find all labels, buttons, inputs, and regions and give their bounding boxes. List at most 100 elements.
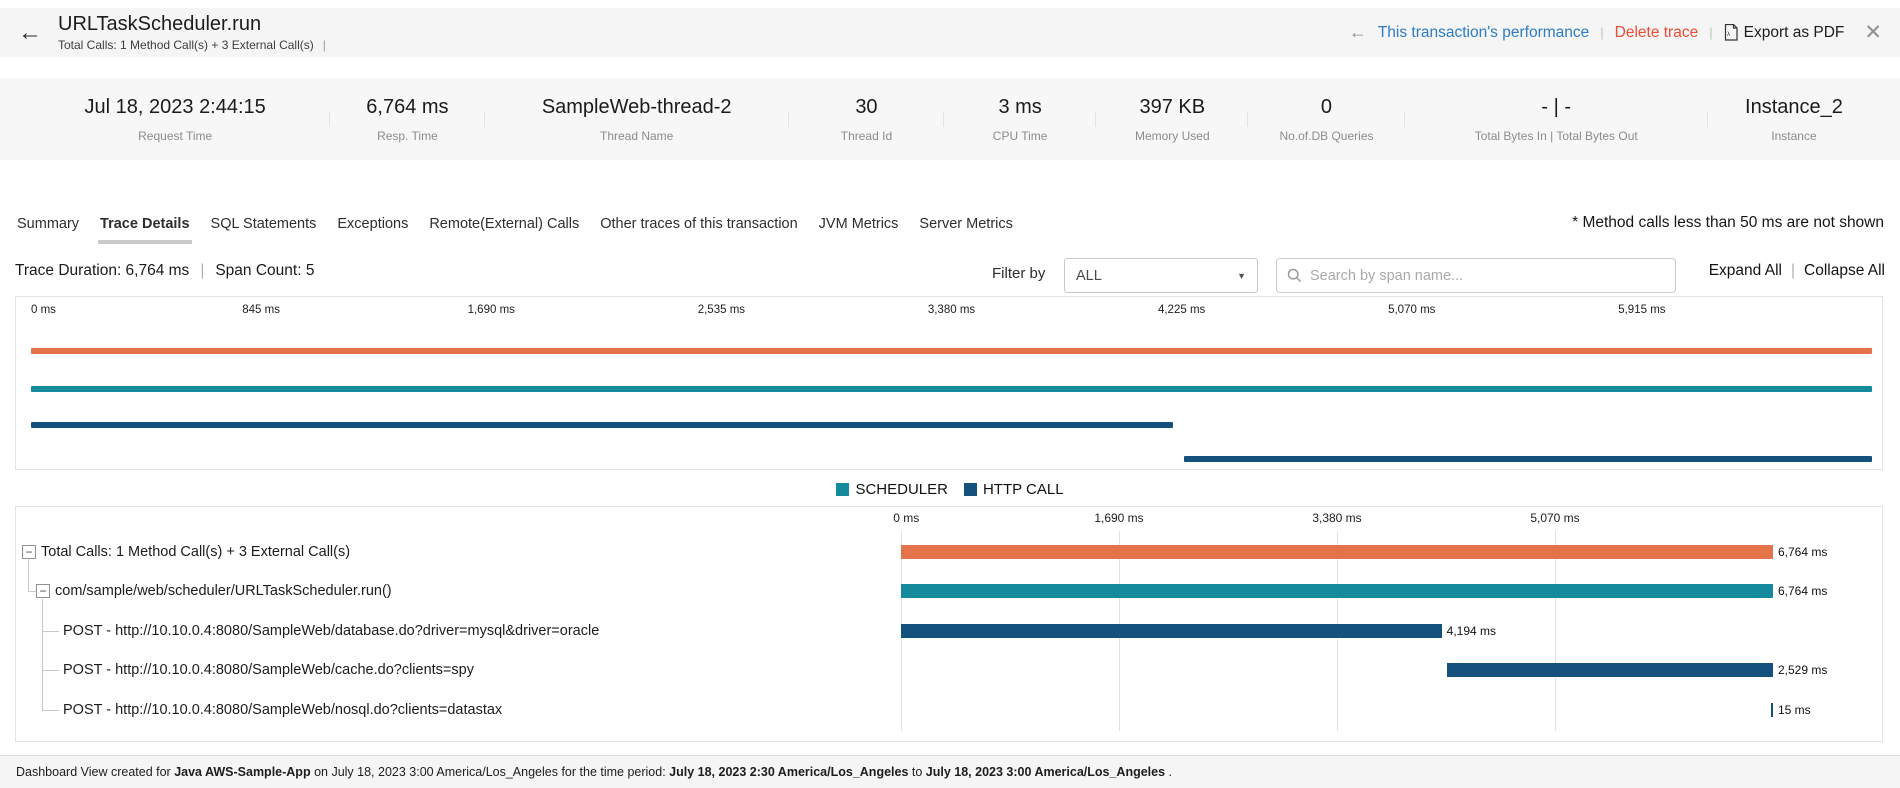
- span-row-http-nosql[interactable]: POST - http://10.10.0.4:8080/SampleWeb/n…: [16, 690, 1882, 730]
- span-duration-bar: [1183, 456, 1872, 462]
- filter-dropdown[interactable]: ALL ▼: [1064, 258, 1258, 293]
- stat-value: Instance_2: [1745, 95, 1843, 118]
- collapse-expander-icon[interactable]: −: [36, 584, 50, 599]
- separator: |: [200, 262, 205, 279]
- axis-tick: 4,225 ms: [1157, 304, 1206, 316]
- span-duration-bar: [31, 422, 1173, 428]
- span-name: com/sample/web/scheduler/URLTaskSchedule…: [55, 583, 392, 600]
- legend-item-http-call: HTTP CALL: [963, 480, 1064, 498]
- tree-connector: [28, 591, 36, 592]
- tree-cell: POST - http://10.10.0.4:8080/SampleWeb/n…: [16, 690, 896, 730]
- footer-mid: on July 18, 2023 3:00 America/Los_Angele…: [310, 765, 670, 779]
- stat-instance: Instance_2 Instance: [1708, 96, 1880, 143]
- span-duration-bar[interactable]: [1771, 702, 1774, 717]
- span-name: Total Calls: 1 Method Call(s) + 3 Extern…: [41, 543, 351, 560]
- tree-connector: [42, 670, 59, 671]
- expand-all-link[interactable]: Expand All: [1708, 262, 1782, 279]
- method-calls-note: * Method calls less than 50 ms are not s…: [1572, 214, 1884, 231]
- collapse-expander-icon[interactable]: −: [22, 544, 36, 559]
- tab-other-traces[interactable]: Other traces of this transaction: [600, 215, 798, 232]
- footer-suffix: .: [1165, 765, 1173, 779]
- trace-duration: Trace Duration: 6,764 ms: [15, 262, 190, 279]
- waterfall-row-http-2: [31, 456, 1872, 462]
- tab-bar: Summary Trace Details SQL Statements Exc…: [0, 208, 1900, 244]
- span-duration-bar[interactable]: [901, 544, 1773, 559]
- span-duration-bar[interactable]: [1446, 663, 1773, 678]
- span-duration-bar: [31, 348, 1872, 354]
- tree-cell: POST - http://10.10.0.4:8080/SampleWeb/c…: [16, 651, 896, 691]
- close-icon[interactable]: ✕: [1864, 21, 1882, 44]
- span-duration-value: 6,764 ms: [1778, 544, 1828, 559]
- tab-jvm-metrics[interactable]: JVM Metrics: [818, 215, 899, 232]
- legend-item-scheduler: SCHEDULER: [836, 481, 948, 498]
- dashboard-footer: Dashboard View created for Java AWS-Samp…: [0, 755, 1900, 788]
- gantt-track: 15 ms: [901, 690, 1811, 730]
- stat-label: No.of.DB Queries: [1279, 128, 1374, 143]
- span-search: [1276, 258, 1676, 293]
- axis-tick: 845 ms: [242, 304, 280, 316]
- stat-request-time: Jul 18, 2023 2:44:15 Request Time: [20, 95, 331, 143]
- tree-cell: − com/sample/web/scheduler/URLTaskSchedu…: [16, 572, 896, 612]
- search-input[interactable]: [1310, 267, 1665, 284]
- axis-tick: 1,690 ms: [1094, 511, 1144, 525]
- tree-connector: [42, 710, 59, 711]
- stat-value: - | -: [1541, 95, 1572, 118]
- footer-prefix: Dashboard View created for: [16, 765, 175, 779]
- export-pdf-button[interactable]: λ Export as PDF: [1724, 23, 1845, 42]
- span-row-scheduler[interactable]: − com/sample/web/scheduler/URLTaskSchedu…: [16, 572, 1882, 612]
- back-icon[interactable]: ←: [18, 18, 42, 46]
- axis-tick: 3,380 ms: [1312, 511, 1362, 525]
- axis-tick: 5,070 ms: [1388, 304, 1436, 316]
- delete-trace-link[interactable]: Delete trace: [1614, 23, 1699, 41]
- separator: |: [1600, 25, 1604, 40]
- waterfall-row-http-1: [31, 422, 1872, 428]
- legend-label: SCHEDULER: [855, 480, 948, 498]
- tab-exceptions[interactable]: Exceptions: [337, 215, 409, 232]
- tab-trace-details[interactable]: Trace Details: [98, 209, 192, 244]
- stat-memory-used: 397 KB Memory Used: [1096, 96, 1249, 143]
- collapse-all-link[interactable]: Collapse All: [1804, 262, 1885, 279]
- axis-tick: 0 ms: [893, 511, 920, 525]
- stat-label: Thread Name: [599, 128, 674, 143]
- span-duration-bar[interactable]: [901, 623, 1442, 638]
- span-row-http-cache[interactable]: POST - http://10.10.0.4:8080/SampleWeb/c…: [16, 651, 1882, 691]
- span-row-total[interactable]: − Total Calls: 1 Method Call(s) + 3 Exte…: [16, 532, 1882, 572]
- tree-cell: − Total Calls: 1 Method Call(s) + 3 Exte…: [16, 532, 896, 572]
- legend-label: HTTP CALL: [982, 480, 1064, 498]
- tab-remote-external-calls[interactable]: Remote(External) Calls: [429, 215, 580, 232]
- stat-thread-name: SampleWeb-thread-2 Thread Name: [485, 95, 790, 143]
- span-row-http-database[interactable]: POST - http://10.10.0.4:8080/SampleWeb/d…: [16, 611, 1882, 651]
- export-pdf-label: Export as PDF: [1743, 23, 1845, 41]
- waterfall-row-scheduler: [31, 386, 1872, 392]
- expand-collapse-links: Expand All | Collapse All: [1709, 262, 1885, 280]
- stat-label: CPU Time: [992, 128, 1048, 143]
- transaction-performance-link[interactable]: This transaction's performance: [1377, 23, 1590, 41]
- pdf-document-icon: λ: [1724, 24, 1738, 41]
- stat-value: SampleWeb-thread-2: [541, 95, 732, 118]
- span-tree-panel: 0 ms 1,690 ms 3,380 ms 5,070 ms − Total …: [15, 506, 1883, 742]
- filter-by-label: Filter by: [992, 265, 1046, 282]
- span-duration-bar: [31, 386, 1872, 392]
- search-icon: [1287, 268, 1302, 283]
- http-call-swatch-icon: [963, 482, 977, 496]
- tab-sql-statements[interactable]: SQL Statements: [210, 215, 317, 232]
- tab-server-metrics[interactable]: Server Metrics: [919, 215, 1013, 232]
- total-calls-summary: Total Calls: 1 Method Call(s) + 3 Extern…: [58, 38, 314, 52]
- page-title: URLTaskScheduler.run: [58, 13, 262, 35]
- tree-cell: POST - http://10.10.0.4:8080/SampleWeb/d…: [16, 611, 896, 651]
- footer-period-start: July 18, 2023 2:30 America/Los_Angeles: [669, 765, 909, 779]
- gantt-track: 4,194 ms: [901, 611, 1773, 651]
- axis-tick: 5,915 ms: [1618, 304, 1666, 316]
- axis-tick: 0 ms: [31, 304, 56, 316]
- stat-value: Jul 18, 2023 2:44:15: [84, 95, 266, 118]
- span-duration-bar[interactable]: [901, 584, 1773, 599]
- top-header: ← URLTaskScheduler.run Total Calls: 1 Me…: [0, 8, 1900, 57]
- header-actions: ← This transaction's performance | Delet…: [1349, 20, 1882, 45]
- axis-tick: 2,535 ms: [697, 304, 746, 316]
- tab-summary[interactable]: Summary: [17, 215, 80, 232]
- stat-thread-id: 30 Thread Id: [789, 96, 945, 143]
- stat-value: 6,764 ms: [366, 95, 449, 118]
- span-duration-value: 2,529 ms: [1778, 663, 1828, 678]
- span-duration-value: 4,194 ms: [1446, 623, 1497, 638]
- span-name: POST - http://10.10.0.4:8080/SampleWeb/d…: [63, 622, 600, 639]
